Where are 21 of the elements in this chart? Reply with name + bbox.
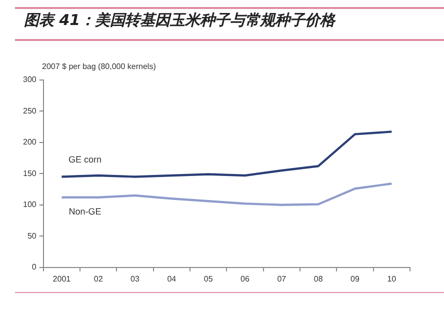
y-tick-label: 200	[22, 138, 37, 147]
x-tick-label: 05	[204, 274, 214, 284]
y-tick-label: 0	[32, 262, 37, 272]
x-tick-label: 08	[314, 274, 324, 284]
x-tick-label: 04	[167, 274, 177, 284]
y-tick-label: 50	[27, 231, 37, 240]
y-tick-label: 250	[22, 106, 37, 116]
y-tick-label: 150	[22, 168, 37, 178]
chart-title: 图表 41：美国转基因玉米种子与常规种子价格	[24, 11, 336, 30]
x-tick-label: 02	[94, 274, 104, 284]
x-tick-label: 06	[240, 274, 250, 284]
x-tick-label: 07	[277, 274, 287, 284]
y-axis-title: 2007 $ per bag (80,000 kernels)	[42, 62, 156, 71]
x-tick-label: 03	[130, 274, 140, 284]
y-tick-label: 300	[22, 75, 37, 84]
series-label: Non-GE	[68, 206, 102, 216]
y-tick-label: 100	[22, 200, 37, 210]
series-label: GE corn	[68, 154, 102, 164]
x-tick-label: 2001	[52, 274, 72, 284]
x-tick-label: 09	[350, 274, 360, 284]
x-tick-label: 10	[387, 274, 397, 284]
